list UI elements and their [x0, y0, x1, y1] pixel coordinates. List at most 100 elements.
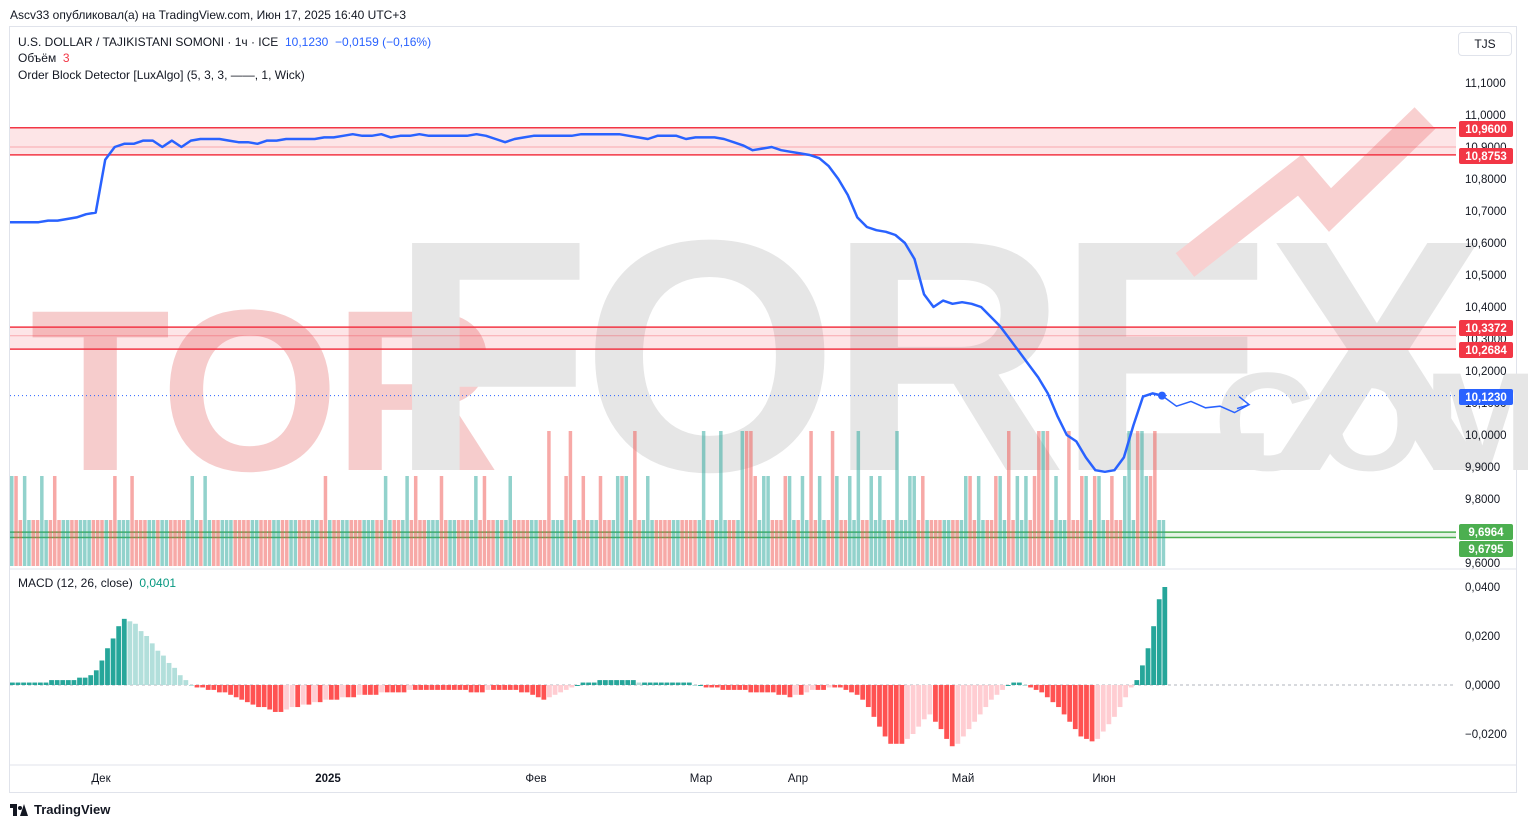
price-tag-label: 9,6964 [1468, 527, 1504, 539]
last-price: 10,1230 [284, 35, 329, 49]
macd-bar [194, 685, 200, 688]
volume-bar [1032, 476, 1037, 566]
macd-axis-tick: 0,0000 [1465, 680, 1500, 692]
volume-bar [568, 431, 573, 566]
macd-bar [463, 685, 468, 690]
macd-bar [205, 685, 211, 690]
macd-bar [1011, 682, 1017, 685]
volume-bar [508, 476, 512, 566]
volume-bar [667, 520, 671, 566]
volume-bar [444, 520, 448, 566]
macd-legend[interactable]: MACD (12, 26, close) 0,0401 [18, 575, 176, 591]
macd-bar [121, 618, 127, 685]
macd-bar [1117, 685, 1123, 708]
volume-bar [959, 520, 964, 566]
time-axis[interactable]: Дек 2025 Фев Мар Апр Май Июн [10, 764, 1516, 785]
macd-bar [32, 682, 38, 685]
volume-bar [684, 520, 689, 566]
volume-bar [658, 520, 663, 566]
macd-bar [770, 685, 776, 693]
macd-bar [921, 685, 927, 720]
volume-bar [805, 520, 809, 566]
volume-bar [680, 520, 684, 566]
tradingview-footer[interactable]: TradingView [10, 802, 110, 817]
volume-bar [370, 520, 375, 566]
macd-bar [804, 685, 810, 693]
macd-bar [988, 685, 994, 700]
volume-bar [1157, 520, 1161, 566]
time-axis-label: 2025 [315, 773, 341, 785]
volume-bar [826, 520, 831, 566]
volume-bar [328, 520, 332, 566]
macd-bar [888, 685, 894, 744]
macd-bar [776, 685, 782, 695]
macd-bar [239, 685, 245, 700]
macd-bar [323, 685, 329, 700]
volume-bar [293, 520, 298, 566]
symbol-name: U.S. DOLLAR / TAJIKISTANI SOMONI · 1ч · … [18, 35, 279, 49]
volume-bar [796, 520, 800, 566]
macd-bar [71, 680, 77, 685]
macd-bar [709, 685, 715, 688]
time-axis-label: Фев [525, 773, 546, 785]
macd-bar [1072, 685, 1078, 730]
volume-bar [800, 476, 805, 566]
macd-bar [619, 680, 625, 685]
symbol-legend[interactable]: U.S. DOLLAR / TAJIKISTANI SOMONI · 1ч · … [18, 34, 431, 50]
volume-bar [994, 476, 998, 566]
macd-bar [670, 682, 675, 685]
price-axis-tick: 9,6000 [1465, 558, 1500, 570]
macd-bar [328, 685, 334, 700]
volume-bar [220, 520, 225, 566]
macd-bar [15, 682, 21, 685]
macd-bar [675, 682, 681, 685]
volume-bar [478, 520, 482, 566]
volume-bar [968, 476, 972, 566]
projection-path [1161, 394, 1250, 414]
volume-bar [942, 520, 947, 566]
currency-button[interactable]: TJS [1458, 32, 1512, 56]
macd-bar [910, 685, 916, 734]
volume-bar [194, 520, 199, 566]
macd-bar [446, 685, 452, 690]
time-axis-label: Дек [91, 773, 111, 785]
macd-bar [1061, 685, 1067, 715]
projection-arrowhead [1236, 396, 1251, 410]
price-tags: 10,9600 10,8753 10,3372 10,2684 10,1230 9,696… [1459, 121, 1513, 557]
volume-bar [714, 520, 719, 566]
macd-bar [155, 650, 161, 685]
volume-bar [577, 520, 581, 566]
price-tag-box [1459, 148, 1513, 164]
volume-bar [822, 520, 826, 566]
macd-bar [821, 685, 826, 690]
volume-bar [809, 431, 813, 566]
macd-bar [99, 660, 105, 685]
macd-bar [552, 685, 558, 695]
price-axis[interactable]: 11,100011,000010,900010,800010,700010,60… [1465, 78, 1507, 741]
macd-bar [244, 685, 250, 703]
macd-bar [200, 685, 205, 688]
volume-bar [1135, 431, 1140, 566]
volume-bar [749, 431, 753, 566]
volume-bar [151, 520, 156, 566]
macd-bar [496, 685, 502, 690]
volume-bar [663, 520, 667, 566]
macd-bar [944, 685, 950, 739]
macd-bar [10, 682, 15, 685]
volume-bar [1114, 520, 1118, 566]
macd-bar [899, 685, 905, 744]
macd-bar [860, 685, 866, 700]
macd-bar [854, 685, 860, 695]
volume-bar [620, 476, 624, 566]
volume-bar [224, 520, 229, 566]
volume-bar [431, 520, 435, 566]
macd-bar [798, 685, 804, 695]
indicator-legend[interactable]: Order Block Detector [LuxAlgo] (5, 3, 3,… [18, 67, 305, 83]
volume-bar [345, 520, 349, 566]
volume-bar [1011, 520, 1015, 566]
macd-bar [765, 685, 771, 693]
volume-bar [366, 520, 371, 566]
volume-legend[interactable]: Объём 3 [18, 50, 70, 66]
volume-bar [869, 476, 873, 566]
